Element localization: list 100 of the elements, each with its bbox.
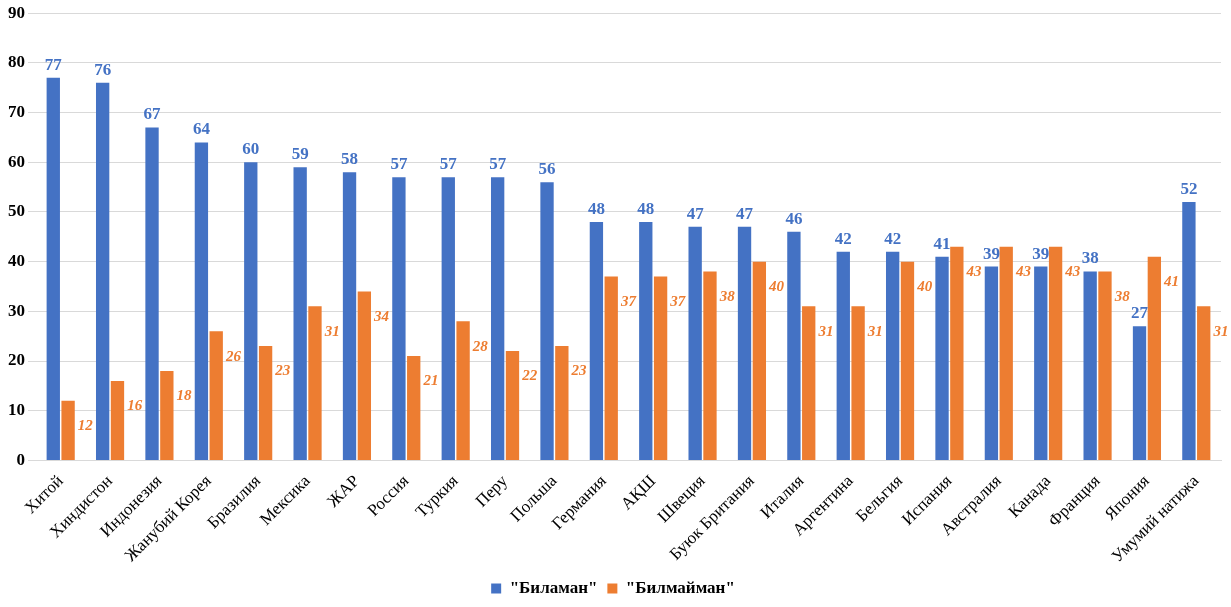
bar [441, 177, 455, 460]
data-label: 48 [587, 198, 605, 218]
bar [1182, 202, 1196, 460]
bar [555, 346, 569, 460]
data-label: 21 [422, 372, 439, 389]
y-tick-label: 60 [8, 151, 25, 171]
bar [639, 221, 653, 460]
bar [653, 276, 668, 460]
legend-label: "Билмайман" [625, 577, 735, 597]
data-label: 37 [619, 292, 637, 309]
data-label: 43 [1064, 263, 1081, 280]
data-label: 39 [982, 243, 1000, 263]
bar [293, 167, 307, 460]
data-label: 26 [224, 347, 242, 364]
data-label: 42 [884, 228, 902, 248]
data-label: 60 [242, 139, 260, 159]
data-label: 41 [933, 233, 951, 253]
y-tick-label: 50 [8, 201, 25, 221]
data-label: 42 [834, 228, 852, 248]
data-label: 56 [538, 159, 556, 179]
data-label: 57 [439, 154, 458, 174]
bar [836, 251, 850, 460]
bar [505, 351, 520, 460]
bar [688, 226, 702, 460]
bar [935, 256, 949, 460]
bar [308, 306, 322, 460]
data-label: 38 [1081, 248, 1099, 268]
data-label: 34 [373, 307, 390, 324]
bar [1034, 266, 1048, 460]
bar [1132, 326, 1147, 460]
bar [145, 127, 159, 460]
data-label: 38 [1113, 287, 1131, 304]
data-label: 77 [44, 54, 63, 74]
y-tick-label: 0 [16, 449, 25, 469]
bar [752, 261, 767, 460]
bar [1083, 271, 1097, 460]
bar [851, 306, 865, 460]
data-label: 31 [1212, 322, 1229, 339]
bar [61, 400, 75, 460]
bar [244, 162, 258, 460]
data-label: 47 [686, 203, 705, 223]
bar [950, 246, 964, 460]
bar [160, 370, 174, 460]
bar [209, 331, 223, 460]
data-label: 57 [390, 154, 408, 174]
bar [787, 231, 801, 460]
data-label: 41 [1163, 273, 1180, 290]
bar [456, 321, 470, 460]
data-label: 31 [323, 322, 340, 339]
y-tick-label: 30 [8, 300, 25, 320]
bar [357, 291, 372, 460]
data-label: 39 [1032, 243, 1050, 263]
data-label: 47 [736, 203, 754, 223]
bar [1197, 306, 1211, 460]
bar [490, 177, 505, 460]
bar [900, 261, 915, 460]
bar [737, 226, 752, 460]
data-label: 67 [143, 104, 162, 124]
bar [1098, 271, 1112, 460]
data-label: 40 [768, 278, 785, 295]
data-label: 22 [521, 367, 538, 384]
y-tick-label: 80 [8, 52, 25, 72]
data-label: 12 [77, 417, 94, 434]
bar [999, 246, 1013, 460]
bar [885, 251, 900, 460]
data-label: 37 [669, 292, 686, 309]
data-label: 28 [471, 337, 489, 354]
bar [46, 77, 60, 460]
data-label: 46 [785, 208, 803, 228]
bar [604, 276, 618, 460]
bar [589, 221, 604, 460]
data-label: 40 [916, 278, 933, 295]
data-label: 43 [965, 263, 983, 280]
data-label: 18 [176, 387, 193, 404]
y-tick-label: 90 [8, 2, 25, 22]
y-tick-label: 70 [8, 101, 25, 121]
bar [1048, 246, 1063, 460]
data-label: 48 [637, 198, 655, 218]
data-label: 58 [341, 149, 359, 169]
bar [540, 182, 554, 460]
data-label: 38 [718, 287, 736, 304]
y-tick-label: 40 [8, 251, 25, 271]
bar [407, 356, 421, 460]
data-label: 57 [489, 154, 507, 174]
bar [258, 346, 273, 460]
bar [1147, 256, 1162, 460]
data-label: 76 [94, 59, 112, 79]
bar [703, 271, 717, 460]
bar [110, 380, 125, 460]
bar [194, 142, 209, 460]
data-label: 64 [192, 119, 211, 139]
y-tick-label: 10 [8, 400, 25, 420]
data-label: 31 [817, 322, 834, 339]
bar [984, 266, 999, 460]
bar [95, 82, 110, 460]
data-label: 52 [1180, 178, 1198, 198]
legend-label: "Биламан" [509, 577, 598, 597]
data-label: 59 [291, 144, 309, 164]
data-label: 43 [1014, 263, 1032, 280]
bar [342, 172, 357, 460]
